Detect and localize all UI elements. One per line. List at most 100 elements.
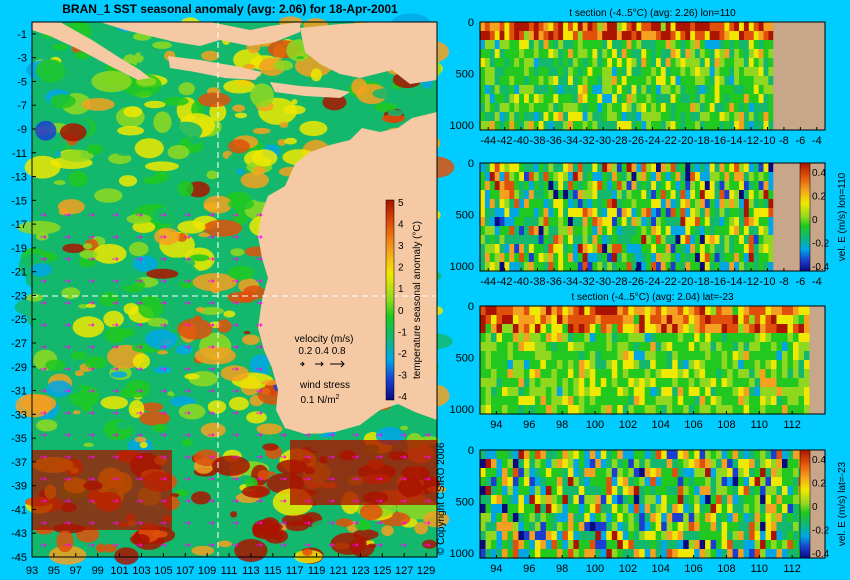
section-cell xyxy=(771,486,778,496)
section-cell xyxy=(626,67,633,77)
section-cell xyxy=(616,85,623,95)
section-cell xyxy=(721,504,728,514)
section-cell xyxy=(675,49,681,59)
section-cell xyxy=(688,459,695,469)
section-cell xyxy=(709,253,716,263)
section-cell xyxy=(589,468,596,478)
section-cell xyxy=(626,235,633,245)
section-cell xyxy=(496,342,503,352)
section-cell xyxy=(765,342,772,352)
section-cell xyxy=(519,190,525,200)
section-cell xyxy=(665,190,672,200)
section-cell xyxy=(683,495,690,505)
section-cell xyxy=(489,253,496,263)
section-cell xyxy=(661,396,668,406)
vector-arrow xyxy=(328,521,335,525)
section-cell xyxy=(727,513,734,523)
section-cell xyxy=(528,172,535,182)
section-cell xyxy=(754,468,761,478)
section-cell xyxy=(787,522,794,532)
section-cell xyxy=(621,85,628,95)
anomaly-patch xyxy=(61,287,81,300)
section-cell xyxy=(656,31,662,41)
section-cell xyxy=(494,76,501,86)
vector-arrow xyxy=(376,543,383,547)
section-cell xyxy=(551,450,558,460)
section-cell xyxy=(650,531,657,541)
section-cell xyxy=(568,121,574,131)
section-cell xyxy=(563,22,569,32)
section-cell xyxy=(551,459,558,469)
section-cell xyxy=(655,504,662,514)
section-cell xyxy=(670,199,677,209)
vector-arrow xyxy=(160,521,167,525)
section-cell xyxy=(782,549,789,559)
panel-title: t section (-4..5°C) (avg: 2.26) lon=110 xyxy=(569,8,736,19)
section-cell xyxy=(628,531,635,541)
section-cell xyxy=(716,504,723,514)
section-cell xyxy=(753,190,760,200)
section-cell xyxy=(705,459,712,469)
section-cell xyxy=(553,172,559,182)
section-cell xyxy=(651,235,657,245)
section-cell xyxy=(529,306,536,316)
section-cell xyxy=(633,486,640,496)
section-cell xyxy=(612,235,618,245)
anomaly-patch xyxy=(60,149,94,162)
section-cell xyxy=(553,121,559,131)
vector-arrow xyxy=(136,279,143,283)
section-cell xyxy=(533,31,540,41)
section-cell xyxy=(633,369,640,379)
section-cell xyxy=(507,306,514,316)
section-cell xyxy=(709,244,716,254)
section-cell xyxy=(739,253,745,263)
section-cell xyxy=(699,49,706,59)
section-cell xyxy=(518,531,525,541)
section-cell xyxy=(680,22,686,32)
map-x-tick: 113 xyxy=(242,565,260,577)
section-cell xyxy=(616,31,623,41)
section-cell xyxy=(512,306,519,316)
section-cell xyxy=(573,513,580,523)
section-cell xyxy=(651,40,657,50)
section-cell xyxy=(743,49,750,59)
section-cell xyxy=(660,208,667,218)
section-cell xyxy=(660,253,667,263)
section-cell xyxy=(738,324,745,334)
section-cell xyxy=(577,217,584,227)
section-cell xyxy=(672,315,679,325)
section-cell xyxy=(650,396,657,406)
section-cell xyxy=(636,199,642,209)
section-cell xyxy=(787,540,794,550)
anomaly-patch xyxy=(103,310,124,328)
section-cell xyxy=(584,306,591,316)
section-cell xyxy=(540,522,547,532)
section-cell xyxy=(650,342,657,352)
section-cell xyxy=(556,387,563,397)
section-cell xyxy=(641,49,647,59)
section-cell xyxy=(734,262,740,272)
section-cell xyxy=(572,235,579,245)
anomaly-patch xyxy=(139,411,171,426)
section-cell xyxy=(804,405,811,415)
section-cell xyxy=(582,226,589,236)
section-cell xyxy=(716,315,723,325)
section-cell xyxy=(695,208,701,218)
section-cell xyxy=(758,172,765,182)
section-cell xyxy=(607,58,613,68)
section-cell xyxy=(504,94,510,104)
section-cell xyxy=(562,342,569,352)
section-cell xyxy=(776,504,783,514)
section-cell xyxy=(636,172,642,182)
section-cell xyxy=(743,67,750,77)
section-cell xyxy=(551,477,558,487)
section-cell xyxy=(611,333,618,343)
section-cell xyxy=(578,513,585,523)
section-cell xyxy=(738,531,745,541)
vector-arrow xyxy=(160,367,167,371)
section-cell xyxy=(749,495,756,505)
section-cell xyxy=(499,22,506,32)
section-cell xyxy=(665,244,672,254)
section-cell xyxy=(655,459,662,469)
section-cell xyxy=(496,369,503,379)
